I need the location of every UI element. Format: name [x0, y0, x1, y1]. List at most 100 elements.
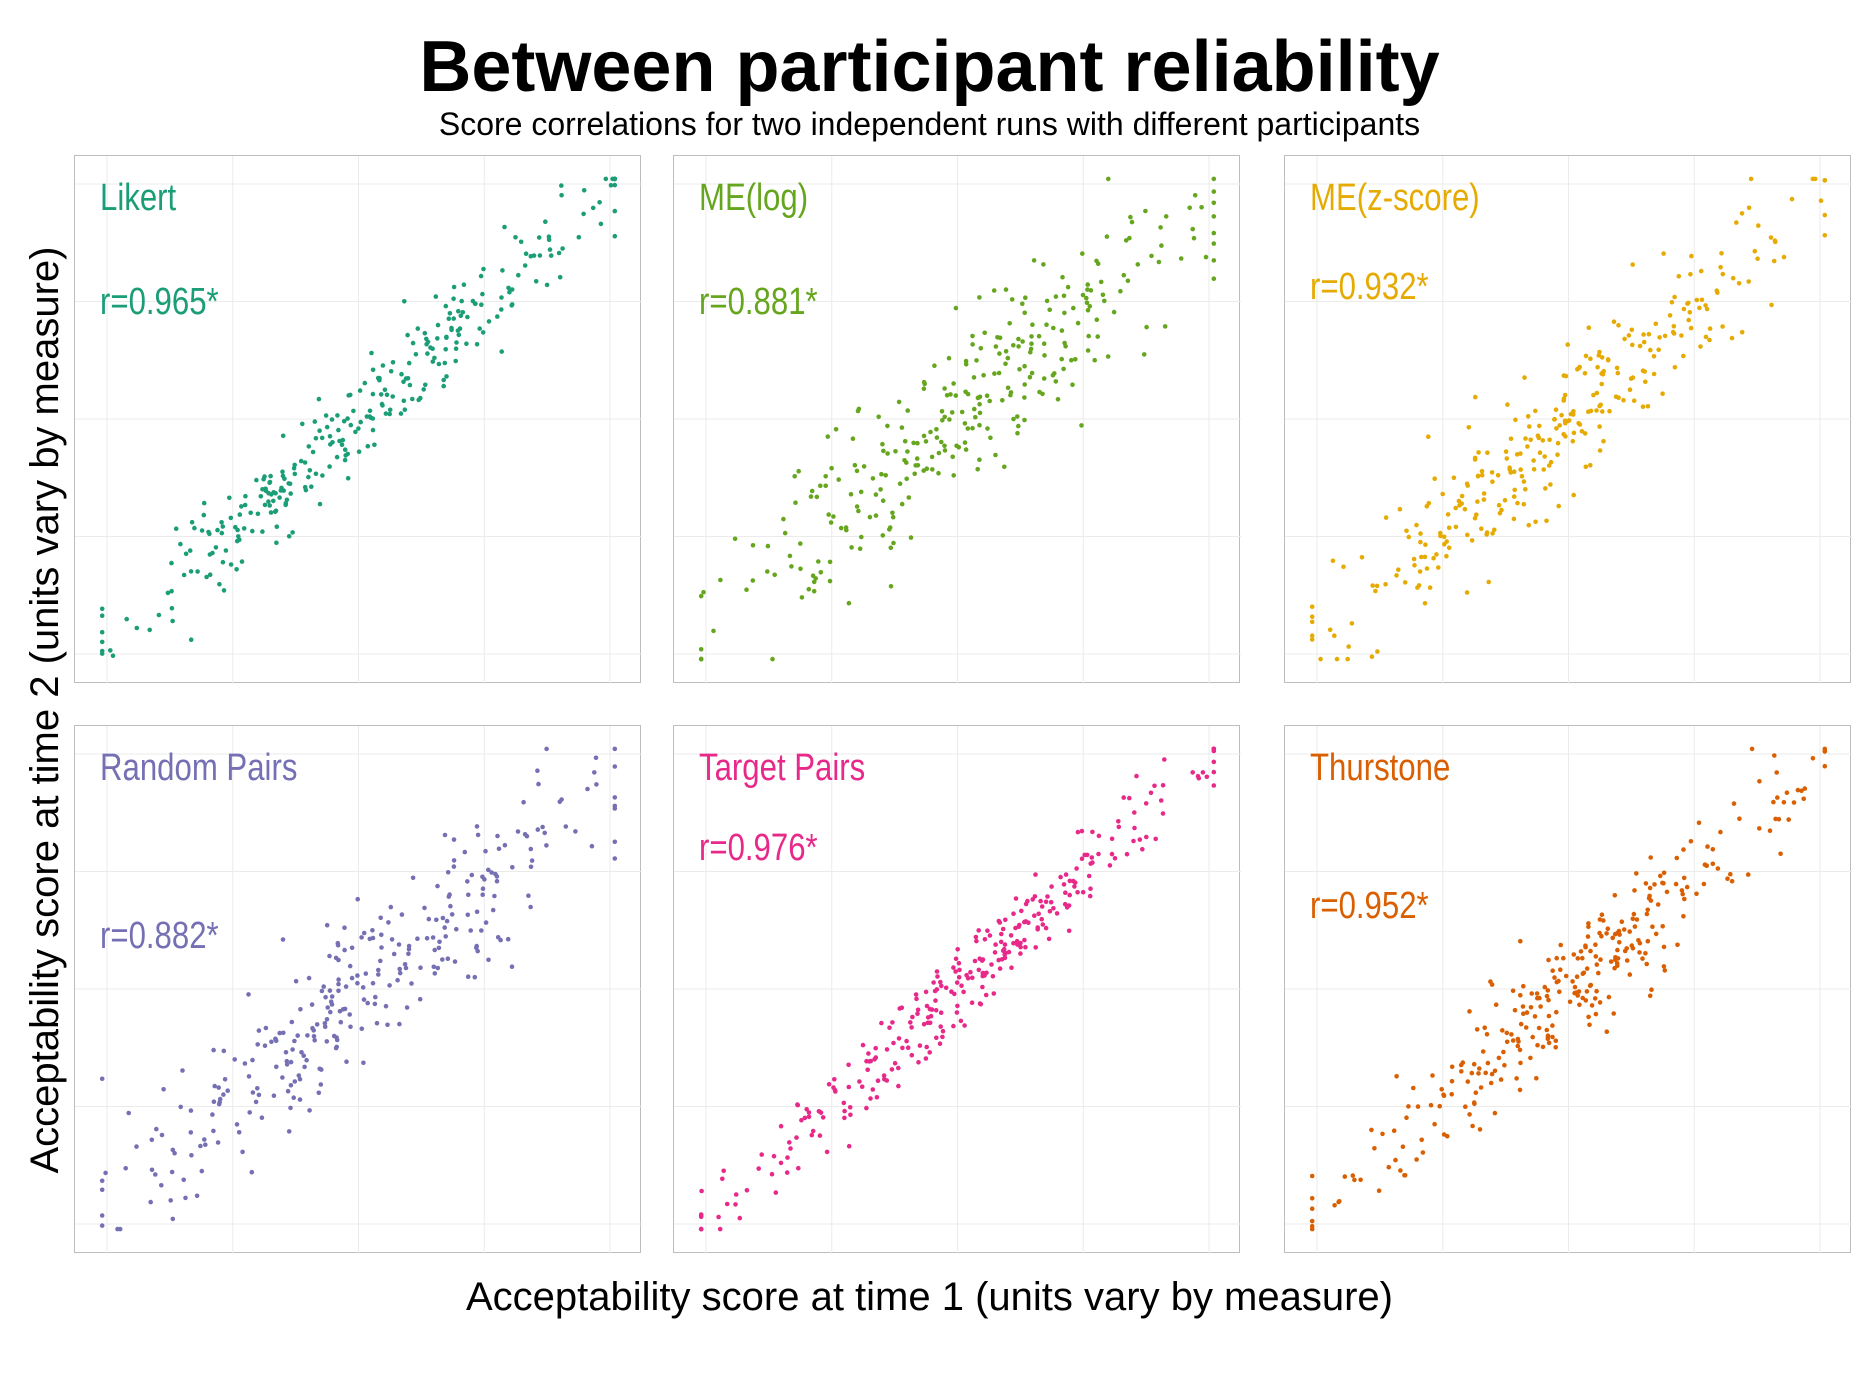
data-point — [1669, 300, 1675, 305]
data-point — [1822, 233, 1828, 238]
data-point — [402, 962, 408, 967]
data-point — [934, 969, 940, 974]
data-point — [1330, 558, 1336, 564]
data-point — [267, 479, 273, 485]
data-point — [953, 969, 958, 974]
data-point — [219, 530, 225, 536]
data-point — [149, 1137, 155, 1143]
data-point — [836, 477, 841, 482]
data-point — [594, 782, 599, 787]
data-point — [1029, 370, 1035, 376]
data-point — [99, 651, 105, 656]
data-point — [170, 1147, 176, 1153]
data-point — [997, 920, 1003, 925]
data-point — [850, 436, 856, 442]
data-point — [336, 427, 341, 433]
data-point — [899, 1005, 905, 1010]
data-point — [1374, 583, 1380, 589]
data-point — [1572, 990, 1577, 996]
data-point — [1128, 214, 1133, 220]
data-point — [1566, 418, 1572, 423]
data-point — [445, 956, 451, 961]
data-point — [1075, 829, 1081, 835]
data-point — [996, 957, 1001, 963]
facet-label: Random Pairs — [100, 747, 298, 789]
data-point — [1507, 467, 1513, 472]
data-point — [1358, 1177, 1363, 1183]
data-point — [453, 346, 459, 351]
data-point — [1704, 306, 1710, 312]
data-point — [905, 449, 910, 454]
data-point — [344, 1059, 349, 1064]
data-point — [228, 515, 234, 521]
data-point — [486, 867, 491, 873]
data-point — [1647, 885, 1653, 891]
data-point — [598, 221, 604, 227]
data-point — [866, 1051, 871, 1056]
data-point — [1203, 254, 1209, 260]
data-point — [1582, 431, 1588, 436]
data-point — [292, 462, 297, 468]
data-point — [1016, 344, 1021, 349]
data-point — [1053, 379, 1059, 384]
data-point — [1073, 357, 1078, 362]
data-point — [997, 351, 1002, 356]
data-point — [1484, 530, 1490, 535]
data-point — [286, 534, 292, 539]
data-point — [698, 1226, 704, 1232]
data-point — [1554, 426, 1559, 431]
data-point — [1032, 894, 1038, 899]
data-point — [1496, 502, 1502, 508]
data-point — [947, 417, 952, 422]
data-point — [1380, 1131, 1385, 1137]
data-point — [319, 435, 325, 441]
data-point — [1411, 1085, 1416, 1091]
chart-subtitle: Score correlations for two independent r… — [438, 106, 1421, 142]
data-point — [1589, 1003, 1595, 1008]
data-point — [169, 588, 174, 594]
data-point — [1544, 518, 1549, 524]
data-point — [99, 606, 105, 612]
data-point — [1585, 934, 1591, 939]
data-point — [1158, 225, 1163, 230]
data-point — [970, 342, 975, 347]
data-point — [318, 1082, 324, 1087]
data-point — [1027, 374, 1033, 380]
data-point — [1479, 526, 1484, 531]
data-point — [1445, 512, 1451, 517]
data-point — [543, 219, 548, 224]
data-point — [1134, 773, 1139, 779]
data-point — [1041, 341, 1047, 346]
data-point — [498, 937, 503, 943]
data-point — [262, 502, 268, 508]
data-point — [457, 326, 463, 331]
data-point — [1681, 306, 1687, 312]
data-point — [1674, 855, 1680, 861]
data-point — [258, 494, 264, 499]
data-point — [1475, 474, 1481, 479]
data-point — [327, 464, 332, 469]
data-point — [103, 1170, 108, 1176]
data-point — [435, 322, 441, 328]
data-point — [1597, 424, 1602, 429]
data-point — [809, 1132, 815, 1138]
data-point — [991, 991, 997, 996]
data-point — [1416, 583, 1422, 588]
data-point — [1687, 310, 1693, 315]
data-point — [1131, 838, 1136, 844]
data-point — [1510, 1038, 1516, 1043]
data-point — [1574, 974, 1580, 979]
data-point — [934, 987, 940, 992]
data-point — [239, 559, 245, 564]
data-point — [288, 1105, 293, 1111]
data-point — [1518, 938, 1523, 944]
data-point — [873, 492, 879, 497]
x-axis-label: Acceptability score at time 1 (units var… — [465, 1275, 1393, 1319]
data-point — [1511, 516, 1517, 522]
data-point — [1600, 409, 1605, 414]
data-point — [1651, 371, 1657, 377]
data-point — [1586, 924, 1591, 930]
data-point — [1734, 220, 1739, 225]
data-point — [339, 442, 345, 448]
data-point — [765, 543, 771, 549]
